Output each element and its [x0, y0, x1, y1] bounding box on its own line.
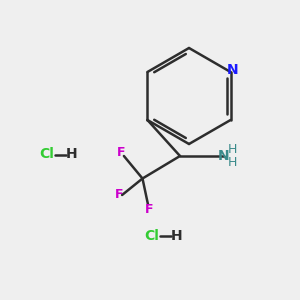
Text: F: F	[145, 203, 153, 216]
Text: H: H	[66, 148, 77, 161]
Text: Cl: Cl	[39, 148, 54, 161]
Text: N: N	[226, 64, 238, 77]
Text: H: H	[228, 156, 237, 169]
Text: N: N	[218, 149, 229, 163]
Text: F: F	[115, 188, 123, 202]
Text: H: H	[171, 229, 182, 242]
Text: F: F	[117, 146, 125, 159]
Text: Cl: Cl	[144, 229, 159, 242]
Text: H: H	[228, 143, 237, 156]
